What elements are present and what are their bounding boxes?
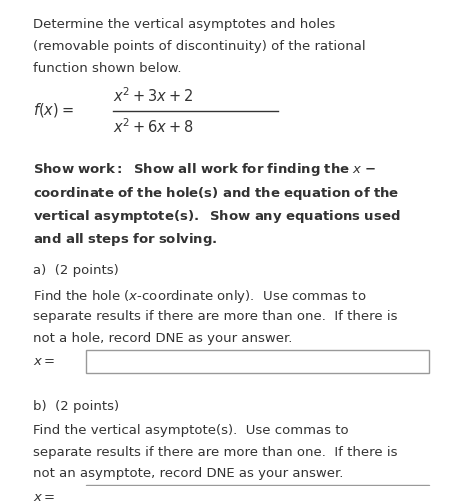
Text: $f(x) =$: $f(x) =$ (33, 101, 73, 119)
Text: b)  (2 points): b) (2 points) (33, 399, 118, 412)
Text: Determine the vertical asymptotes and holes: Determine the vertical asymptotes and ho… (33, 18, 335, 31)
Text: $x^2 + 6x + 8$: $x^2 + 6x + 8$ (113, 118, 193, 136)
Text: $\bf{coordinate\ of\ the\ hole(s)\ and\ the\ equation\ of\ the}$: $\bf{coordinate\ of\ the\ hole(s)\ and\ … (33, 185, 399, 202)
Text: Find the hole ($x$-coordinate only).  Use commas to: Find the hole ($x$-coordinate only). Use… (33, 288, 366, 305)
Text: $x =$: $x =$ (33, 355, 55, 368)
FancyBboxPatch shape (86, 485, 429, 503)
Text: not a hole, record DNE as your answer.: not a hole, record DNE as your answer. (33, 332, 292, 345)
FancyBboxPatch shape (86, 350, 429, 373)
Text: $\bf{vertical\ asymptote(s).\ \ Show\ any\ equations\ used}$: $\bf{vertical\ asymptote(s).\ \ Show\ an… (33, 208, 400, 225)
Text: $x =$: $x =$ (33, 491, 55, 503)
Text: function shown below.: function shown below. (33, 62, 181, 75)
Text: $\bf{Show\ work:}$  $\bf{Show\ all\ work\ for\ finding\ the}$ $\bf{\it{x}}$ $\bf: $\bf{Show\ work:}$ $\bf{Show\ all\ work\… (33, 161, 376, 178)
Text: Find the vertical asymptote(s).  Use commas to: Find the vertical asymptote(s). Use comm… (33, 424, 348, 437)
Text: a)  (2 points): a) (2 points) (33, 264, 118, 277)
Text: $\bf{and\ all\ steps\ for\ solving.}$: $\bf{and\ all\ steps\ for\ solving.}$ (33, 231, 217, 248)
Text: separate results if there are more than one.  If there is: separate results if there are more than … (33, 310, 397, 323)
Text: (removable points of discontinuity) of the rational: (removable points of discontinuity) of t… (33, 40, 365, 53)
Text: $x^2 + 3x + 2$: $x^2 + 3x + 2$ (113, 87, 193, 105)
Text: separate results if there are more than one.  If there is: separate results if there are more than … (33, 446, 397, 459)
Text: not an asymptote, record DNE as your answer.: not an asymptote, record DNE as your ans… (33, 467, 343, 480)
